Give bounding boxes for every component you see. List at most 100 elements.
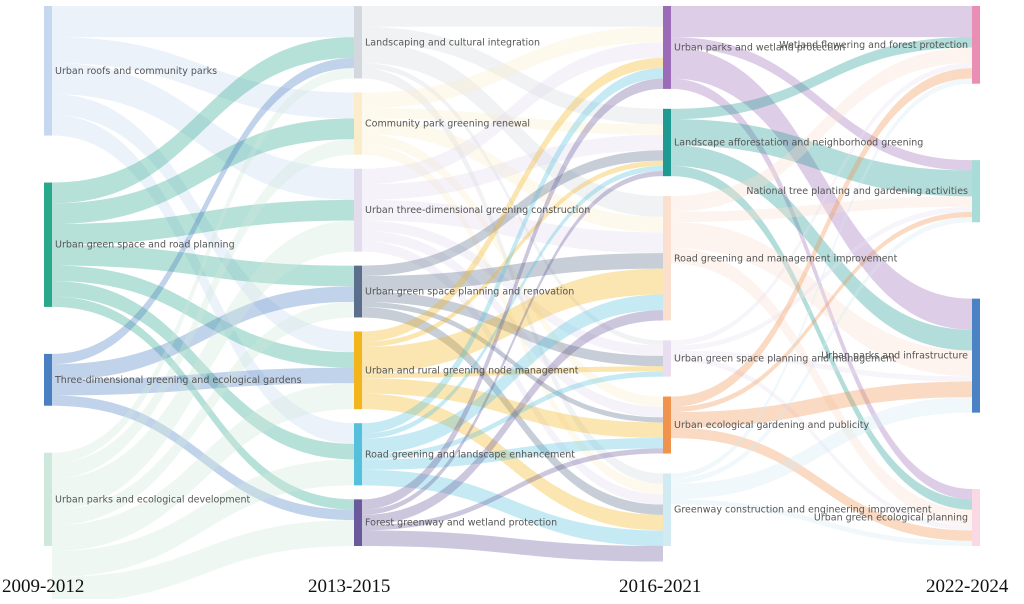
sankey-link-a3-b7 xyxy=(52,395,354,521)
sankey-link-a1-b3 xyxy=(52,63,354,200)
sankey-link-b1-c1 xyxy=(362,6,663,27)
sankey-node-label-a4: Urban parks and ecological development xyxy=(55,494,251,505)
sankey-link-c2-d1 xyxy=(671,37,972,120)
sankey-node-b3 xyxy=(354,168,362,252)
sankey-link-a4-b6 xyxy=(52,459,354,578)
sankey-node-label-c6: Greenway construction and engineering im… xyxy=(674,505,932,516)
sankey-link-c6-d4 xyxy=(671,499,972,546)
labels-layer: Urban roofs and community parks Urban gre… xyxy=(54,37,968,528)
sankey-link-b6-c2 xyxy=(362,165,663,439)
sankey-node-label-b7: Forest greenway and wetland protection xyxy=(365,518,557,529)
sankey-link-b2-c3 xyxy=(362,118,663,233)
sankey-node-label-b2: Community park greening renewal xyxy=(365,119,530,130)
sankey-node-label-c2: Landscape afforestation and neighborhood… xyxy=(674,138,923,149)
sankey-link-c5-d3 xyxy=(671,381,972,428)
sankey-link-b6-c6 xyxy=(362,469,663,546)
sankey-link-b4-c6 xyxy=(362,307,663,515)
sankey-link-a2-b7 xyxy=(52,296,354,510)
sankey-node-label-b4: Urban green space planning and renovatio… xyxy=(365,287,574,298)
sankey-link-c4-d3 xyxy=(671,350,972,382)
sankey-link-a3-b4 xyxy=(52,286,354,380)
sankey-link-a4-b7 xyxy=(52,520,354,603)
sankey-link-a2-b6 xyxy=(52,281,354,460)
sankey-link-b2-c5 xyxy=(362,134,663,407)
sankey-link-b3-c6 xyxy=(362,241,663,505)
sankey-link-c5-d2 xyxy=(671,211,972,413)
sankey-node-label-d3: Urban parks and infrastructure xyxy=(821,351,968,362)
sankey-link-c2-d3 xyxy=(671,145,972,351)
sankey-link-b5-c1 xyxy=(362,57,663,342)
sankey-link-a1-b5 xyxy=(52,94,354,353)
sankey-link-b5-c5 xyxy=(362,378,663,438)
sankey-node-a1 xyxy=(44,6,52,136)
sankey-node-c2 xyxy=(663,108,671,177)
sankey-node-label-c5: Urban ecological gardening and publicity xyxy=(674,420,869,431)
sankey-node-c1 xyxy=(663,6,671,89)
sankey-node-label-c3: Road greening and management improvement xyxy=(674,253,898,264)
sankey-link-c1-d2 xyxy=(671,37,972,171)
sankey-link-b5-c3 xyxy=(362,268,663,373)
sankey-link-c6-d1 xyxy=(671,78,972,479)
sankey-link-c1-d3 xyxy=(671,47,972,330)
sankey-link-c6-d3 xyxy=(671,397,972,500)
sankey-node-d4 xyxy=(972,489,980,546)
sankey-link-c2-d2 xyxy=(671,119,972,197)
period-label-2022-2024: 2022-2024 xyxy=(926,576,1009,597)
period-label-2016-2021: 2016-2021 xyxy=(619,576,701,597)
sankey-link-b1-c4 xyxy=(362,63,663,346)
sankey-node-c5 xyxy=(663,396,671,454)
sankey-node-label-c4: Urban green space planning and managemen… xyxy=(674,354,896,365)
sankey-link-c3-d4 xyxy=(671,247,972,526)
sankey-link-a2-b2 xyxy=(52,118,354,224)
sankey-node-label-d1: Wetland flowering and forest protection xyxy=(779,40,968,51)
sankey-link-b3-c3 xyxy=(362,199,663,254)
sankey-link-b4-c5 xyxy=(362,301,663,423)
links-layer xyxy=(52,6,972,603)
sankey-link-a2-b3 xyxy=(52,199,354,245)
sankey-link-b7-c3 xyxy=(362,310,663,526)
sankey-link-b7-c5 xyxy=(362,448,663,531)
sankey-link-b6-c3 xyxy=(362,294,663,455)
sankey-link-a3-b1 xyxy=(52,57,354,365)
sankey-link-b7-c6 xyxy=(362,530,663,562)
sankey-node-label-b1: Landscaping and cultural integration xyxy=(365,37,540,48)
sankey-link-b4-c4 xyxy=(362,291,663,367)
sankey-node-label-b6: Road greening and landscape enhancement xyxy=(365,449,575,460)
period-label-2013-2015: 2013-2015 xyxy=(308,576,390,597)
sankey-node-b5 xyxy=(354,331,362,410)
sankey-link-b6-c1 xyxy=(362,68,663,434)
sankey-link-c3-d3 xyxy=(671,222,972,377)
sankey-link-a2-b1 xyxy=(52,37,354,204)
sankey-link-a4-b2 xyxy=(52,139,354,479)
sankey-node-label-d4: Urban green ecological planning xyxy=(814,513,968,524)
sankey-link-b1-c6 xyxy=(362,68,663,484)
sankey-link-b4-c3 xyxy=(362,253,663,292)
sankey-link-b5-c2 xyxy=(362,160,663,347)
sankey-node-label-a1: Urban roofs and community parks xyxy=(55,66,217,77)
sankey-link-a1-b2 xyxy=(52,37,354,119)
sankey-link-c4-d4 xyxy=(671,355,972,531)
sankey-link-a1-b1 xyxy=(52,6,354,38)
sankey-node-b1 xyxy=(354,6,362,79)
sankey-link-a1-b6 xyxy=(52,114,354,444)
sankey-node-b6 xyxy=(354,423,362,486)
sankey-node-c4 xyxy=(663,340,671,377)
sankey-link-a4-b5 xyxy=(52,383,354,552)
sankey-node-c6 xyxy=(663,473,671,546)
sankey-link-b4-c2 xyxy=(362,150,663,276)
sankey-link-a3-b5 xyxy=(52,367,354,396)
sankey-node-d1 xyxy=(972,6,980,84)
sankey-link-b1-c2 xyxy=(362,26,663,125)
sankey-link-b7-c2 xyxy=(362,171,663,515)
sankey-link-b2-c2 xyxy=(362,108,663,135)
sankey-link-c6-d2 xyxy=(671,217,972,484)
sankey-link-c4-d1 xyxy=(671,63,972,346)
sankey-node-b2 xyxy=(354,92,362,155)
sankey-node-b4 xyxy=(354,265,362,318)
nodes-layer xyxy=(44,6,980,546)
sankey-link-c4-d2 xyxy=(671,206,972,351)
sankey-link-a2-b5 xyxy=(52,265,354,368)
sankey-link-b7-c1 xyxy=(362,78,663,510)
sankey-link-c1-d4 xyxy=(671,78,972,500)
